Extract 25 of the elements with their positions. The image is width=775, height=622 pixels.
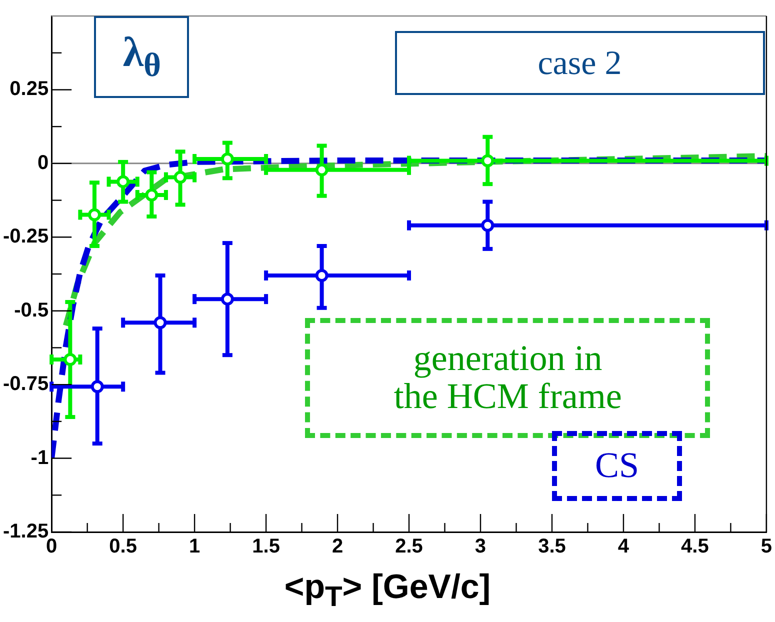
y-tick-label: 0 xyxy=(37,152,49,174)
x-tick-label: 2.5 xyxy=(395,536,423,558)
text-box: CS xyxy=(552,431,682,502)
x-tick-label: 4.5 xyxy=(681,536,709,558)
x-tick-label: 2 xyxy=(332,536,344,558)
x-tick-label: 0.5 xyxy=(109,536,137,558)
annotation: generation in the HCM frame xyxy=(392,338,623,416)
y-tick-label: 0.25 xyxy=(10,78,49,100)
annotation: case 2 xyxy=(536,44,623,82)
y-tick-label: -0.5 xyxy=(14,299,49,322)
x-tick-label: 4 xyxy=(618,536,630,558)
text-box: case 2 xyxy=(394,31,765,96)
y-tick-label: -1 xyxy=(30,446,49,469)
x-tick-label: 3.5 xyxy=(538,536,566,558)
x-axis-title: <p$_{T}$> [GeV/c] xyxy=(283,568,492,614)
x-tick-label: 1 xyxy=(188,536,200,558)
x-tick-label: 1.5 xyxy=(252,536,280,558)
text-box: λ$_{θ}$ xyxy=(94,16,190,98)
y-tick-label: -0.25 xyxy=(2,226,49,248)
text-box: generation in the HCM frame xyxy=(305,318,710,438)
annotation: CS xyxy=(594,445,640,486)
x-tick-label: 3 xyxy=(474,536,486,558)
annotation: λ$_{θ}$ xyxy=(122,30,162,84)
x-tick-label: 5 xyxy=(760,536,772,558)
y-tick-label: -0.75 xyxy=(2,373,49,396)
